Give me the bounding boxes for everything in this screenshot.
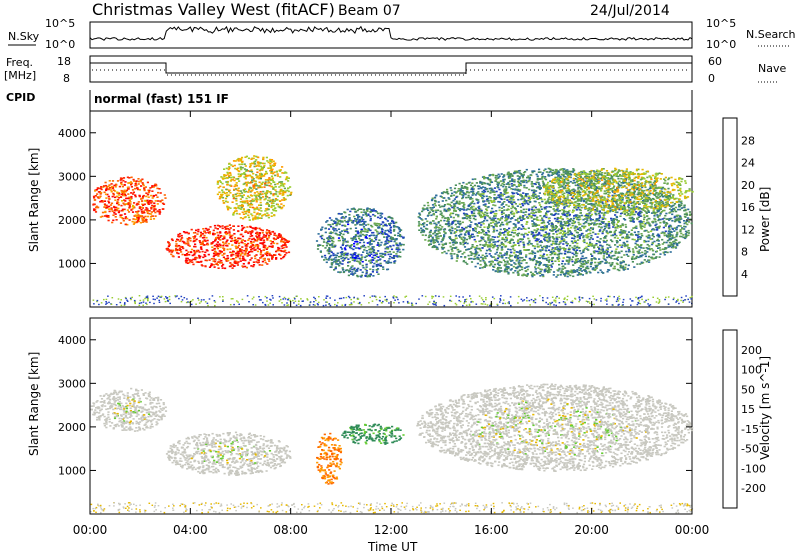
power-y-ticks: 1000 2000 3000 4000 [58,127,692,270]
beam-label: Beam 07 [338,3,401,19]
y-tick-label: 3000 [58,170,86,183]
y-tick-label: 1000 [58,257,86,270]
velocity-colorbar-tick-label: 15 [741,403,755,416]
freq-trace [90,62,692,74]
power-colorbar-tick-label: 4 [741,268,748,281]
x-tick-label: 04:00 [173,523,208,537]
noise-left-bottom-tick: 10^0 [45,38,75,51]
freq-label-line2: [MHz] [4,69,36,82]
velocity-near-range-clutter [90,502,694,514]
y-tick-label: 4000 [58,127,86,140]
velocity-colorbar-tick-label: 50 [741,383,755,396]
y-tick-label: 4000 [58,334,86,347]
nave-trace [92,69,690,76]
velocity-data-layer [90,383,694,514]
power-feature-2 [216,155,293,221]
noise-left-top-tick: 10^5 [45,17,75,30]
velocity-colorbar-tick-label: -50 [741,443,759,456]
nave-label: Nave [758,62,786,75]
velocity-colorbar-tick-label: -100 [741,462,766,475]
freq-panel-frame [89,55,693,83]
x-tick-label: 12:00 [374,523,409,537]
velocity-feature-2 [316,432,343,485]
power-feature-3 [315,207,405,278]
noise-right-bottom-tick: 10^0 [706,38,736,51]
power-feature-0 [92,176,167,226]
freq-left-bottom-tick: 8 [63,72,70,85]
noise-right-top-tick: 10^5 [706,17,736,30]
power-colorbar-tick-label: 28 [741,134,755,147]
plot-title: Christmas Valley West (fitACF) [92,0,335,19]
power-colorbar-frame [722,117,738,297]
cpid-value: normal (fast) 151 IF [94,92,229,106]
noise-panel-frame [89,21,693,49]
noise-trace [89,25,693,41]
nsky-line [89,25,693,41]
velocity-colorbar-tick-label: 200 [741,344,762,357]
velocity-feature-0 [90,387,168,432]
power-data-layer [92,155,694,307]
power-colorbar-tick-label: 16 [741,201,755,214]
power-colorbar: 28 24 20 16 12 8 4 [722,117,755,297]
y-tick-label: 2000 [58,421,86,434]
velocity-feature-1 [165,431,292,476]
velocity-ylabel: Slant Range [km] [27,352,41,456]
power-ylabel: Slant Range [km] [27,148,41,252]
nave-right-bottom-tick: 0 [708,72,715,85]
power-colorbar-tick-label: 8 [741,246,748,259]
velocity-feature-4 [416,383,694,472]
y-tick-label: 1000 [58,464,86,477]
velocity-feature-3 [341,423,405,445]
velocity-y-ticks: 1000 2000 3000 4000 [58,334,692,477]
x-tick-label: 20:00 [574,523,609,537]
velocity-colorbar-tick-label: 100 [741,364,762,377]
freq-label-line1: Freq. [6,56,33,69]
nsky-label: N.Sky [8,30,40,43]
velocity-colorbar: 200 100 50 15 -15 -50 -100 -200 [722,329,766,509]
velocity-colorbar-label: Velocity [m s^-1] [758,356,772,460]
velocity-colorbar-tick-label: -200 [741,482,766,495]
x-ticks: 00:00 04:00 08:00 12:00 16:00 20:00 00:00 [73,111,710,537]
x-tick-label: 00:00 [73,523,108,537]
x-axis-label: Time UT [367,540,418,554]
y-tick-label: 2000 [58,214,86,227]
power-near-range-clutter [92,295,693,307]
power-colorbar-tick-label: 20 [741,179,755,192]
x-tick-label: 08:00 [273,523,308,537]
x-tick-label: 16:00 [474,523,509,537]
power-feature-1 [165,224,291,270]
cpid-label: CPID [6,91,35,104]
power-colorbar-tick-label: 12 [741,223,755,236]
velocity-colorbar-frame [722,329,738,509]
nave-right-top-tick: 60 [708,55,722,68]
power-colorbar-tick-label: 24 [741,157,755,170]
nsearch-label: N.Search [746,28,796,41]
power-colorbar-label: Power [dB] [758,187,772,252]
velocity-colorbar-tick-label: -15 [741,423,759,436]
y-tick-label: 3000 [58,377,86,390]
date-label: 24/Jul/2014 [590,3,670,19]
power-feature-5 [543,167,694,213]
freq-left-top-tick: 18 [57,55,71,68]
x-tick-label: 00:00 [675,523,710,537]
